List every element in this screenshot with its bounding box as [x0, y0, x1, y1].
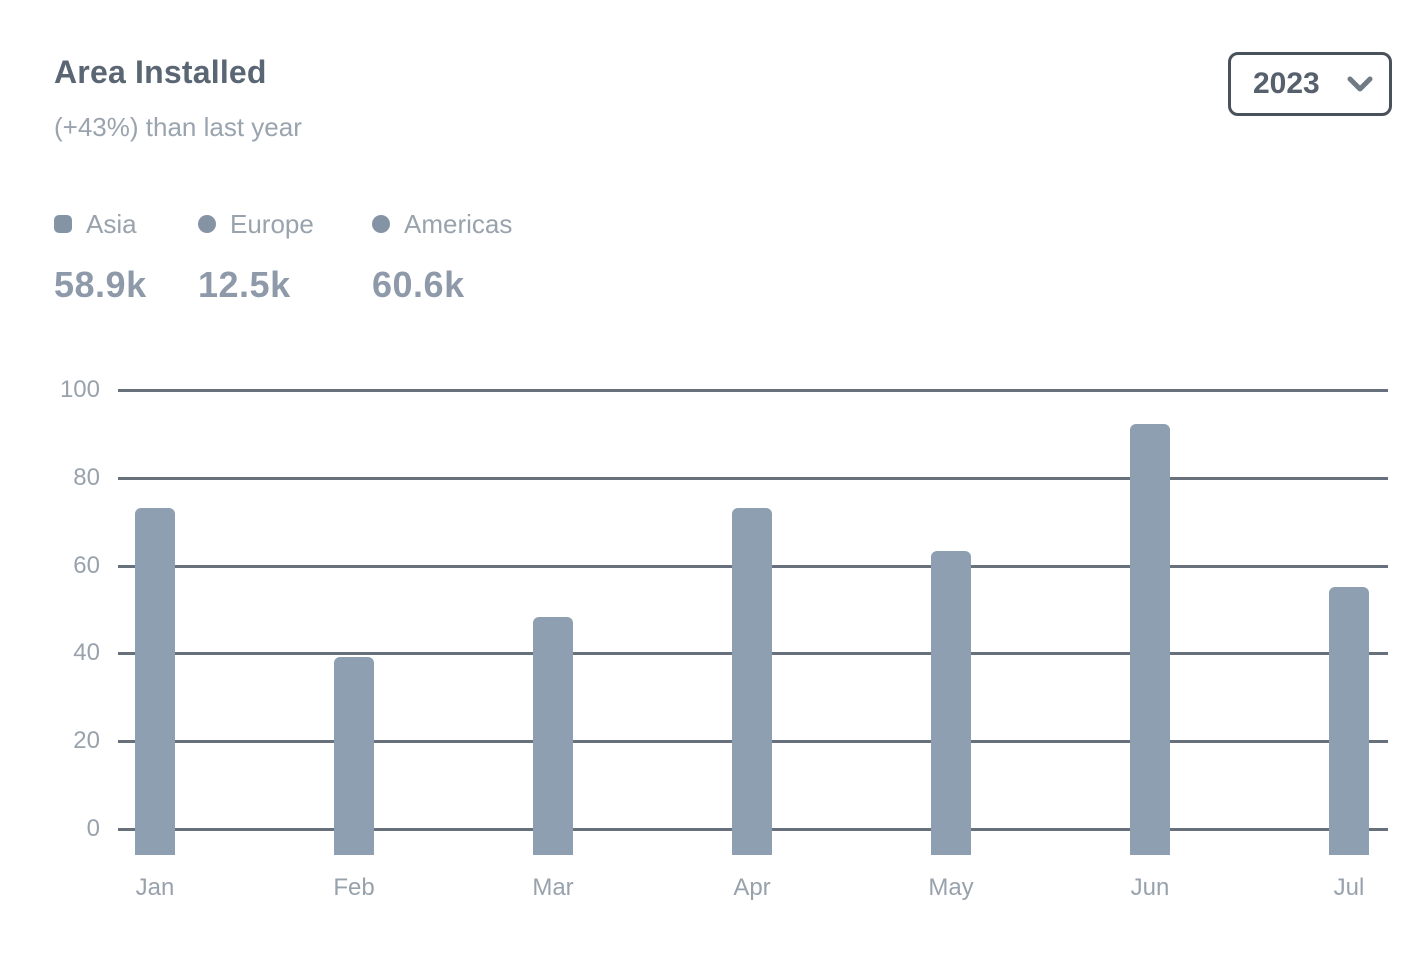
legend-circle-marker-icon [198, 215, 216, 233]
page-title: Area Installed [54, 54, 267, 90]
legend-item-europe[interactable]: Europe 12.5k [198, 206, 314, 306]
year-select[interactable]: 2023 [1228, 52, 1392, 116]
legend-item-americas[interactable]: Americas 60.6k [372, 206, 512, 306]
legend-label: Asia [86, 208, 137, 239]
x-tick-label: Jan [135, 874, 175, 901]
legend-label: Americas [404, 208, 513, 239]
legend-square-marker-icon [54, 215, 72, 233]
gridline [118, 389, 1388, 392]
x-tick-label: Mar [532, 874, 574, 901]
y-tick-label: 60 [73, 551, 100, 579]
bar-jun[interactable] [1130, 424, 1170, 855]
x-tick-label: Jun [1130, 874, 1170, 901]
bar-jan[interactable] [135, 507, 175, 855]
bar-feb[interactable] [334, 656, 374, 855]
bar-apr[interactable] [732, 507, 772, 855]
bar-jul[interactable] [1329, 586, 1369, 855]
x-tick-label: Jul [1333, 874, 1365, 901]
legend-value: 58.9k [54, 264, 147, 305]
y-tick-label: 80 [73, 463, 100, 491]
bar-may[interactable] [931, 551, 971, 855]
chevron-down-icon [1347, 76, 1373, 92]
y-tick-label: 20 [73, 727, 100, 755]
y-tick-label: 100 [59, 376, 100, 403]
x-tick-label: May [928, 874, 974, 901]
legend-item-asia[interactable]: Asia 58.9k [54, 206, 147, 306]
y-tick-label: 40 [73, 639, 100, 667]
chart-subtitle: (+43%) than last year [54, 112, 302, 142]
legend-circle-marker-icon [372, 215, 390, 233]
bar-mar[interactable] [533, 617, 573, 855]
x-tick-label: Feb [333, 874, 375, 901]
legend-label: Europe [230, 208, 314, 239]
y-tick-label: 0 [86, 815, 100, 842]
legend-value: 60.6k [372, 264, 465, 305]
x-tick-label: Apr [733, 874, 771, 901]
legend-value: 12.5k [198, 264, 291, 305]
gridline [118, 476, 1388, 480]
year-select-value: 2023 [1253, 67, 1320, 100]
